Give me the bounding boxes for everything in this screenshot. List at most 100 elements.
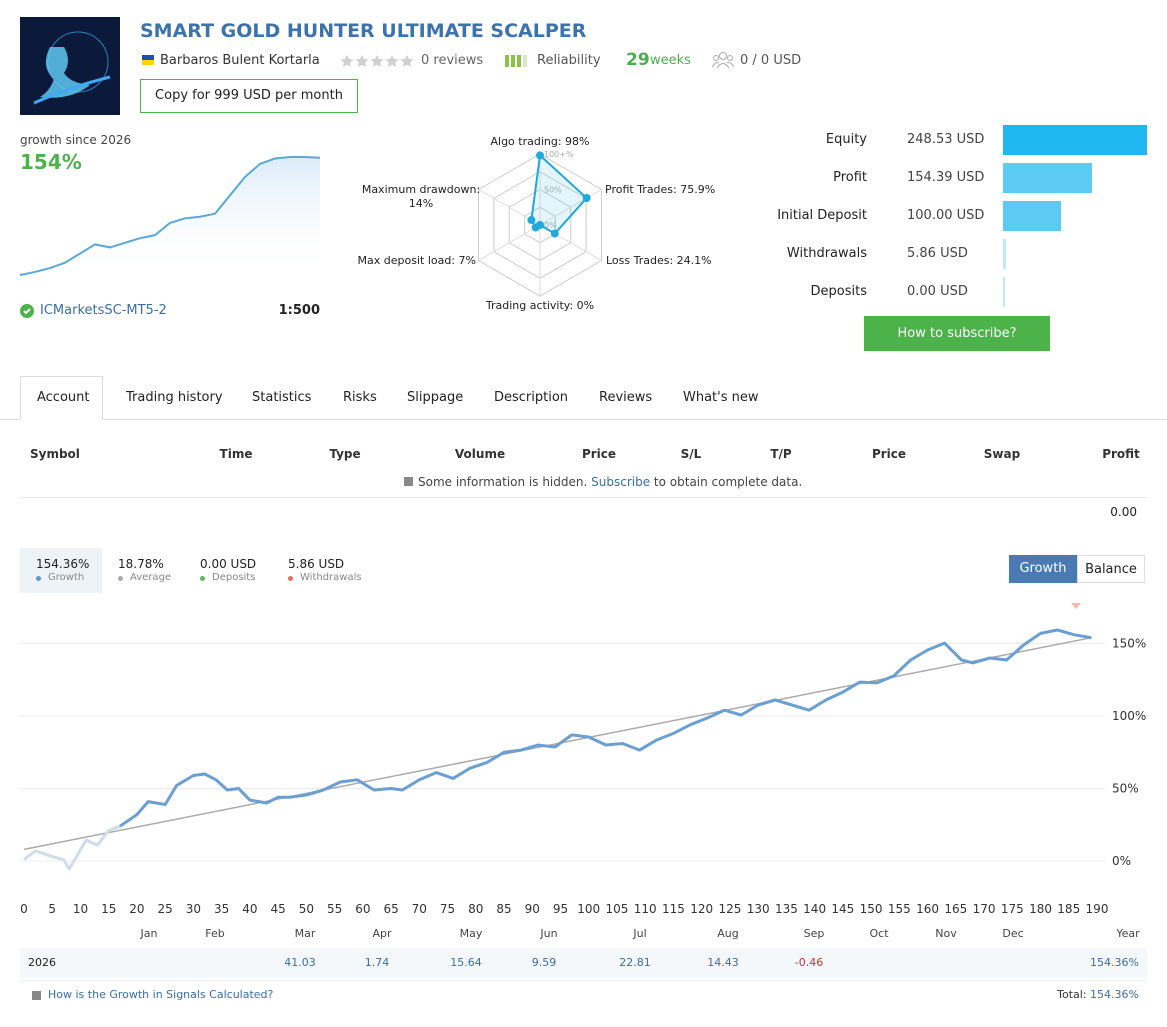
x-tick-label: 120 — [690, 902, 713, 916]
tab[interactable]: Risks — [343, 390, 377, 405]
stat-value: 5.86 USD — [288, 557, 345, 571]
month-header: Jun — [540, 927, 558, 940]
x-tick-label: 180 — [1029, 902, 1052, 916]
x-tick-label: 105 — [606, 902, 629, 916]
notice-link[interactable]: Subscribe — [591, 475, 651, 489]
x-tick-label: 50 — [299, 902, 314, 916]
subscribe-button[interactable]: How to subscribe? — [864, 316, 1050, 351]
radar-tick-label: 0% — [544, 221, 557, 230]
month-header: Dec — [1002, 927, 1024, 940]
month-header: Jul — [633, 927, 647, 940]
verified-icon — [20, 304, 34, 318]
x-tick-label: 155 — [888, 902, 911, 916]
balance-bar — [1003, 163, 1093, 193]
table-header: T/P — [770, 447, 792, 461]
month-value: 15.64 — [450, 956, 482, 969]
toggle-button[interactable]: Growth — [1009, 555, 1077, 583]
x-tick-label: 115 — [662, 902, 685, 916]
stat-dot — [288, 576, 293, 581]
total-label: Total: — [1057, 988, 1087, 1001]
month-value: -0.46 — [794, 956, 824, 969]
x-tick-label: 45 — [270, 902, 285, 916]
stat-dot — [200, 576, 205, 581]
leverage: 1:500 — [278, 303, 320, 318]
notice-text: Some information is hidden. — [418, 475, 588, 489]
radar-label: Loss Trades: 24.1% — [606, 254, 712, 267]
radar-point — [531, 223, 540, 232]
balance-bar — [1003, 277, 1005, 307]
toggle-button[interactable]: Balance — [1077, 555, 1145, 583]
balance-value: 154.39 USD — [907, 170, 985, 185]
tab[interactable]: Statistics — [252, 390, 312, 405]
radar-point — [550, 229, 559, 238]
footer-total: Total: 154.36% — [940, 988, 1139, 1001]
reliability-icon — [505, 55, 527, 67]
x-tick-label: 170 — [973, 902, 996, 916]
table-header: Profit — [1102, 447, 1140, 461]
x-tick-label: 70 — [412, 902, 427, 916]
tab[interactable]: Description — [494, 390, 569, 405]
tab[interactable]: Slippage — [407, 390, 464, 405]
sparkline — [20, 156, 320, 276]
radar-label: Profit Trades: 75.9% — [605, 183, 715, 196]
author[interactable]: Barbaros Bulent Kortarla — [160, 53, 320, 68]
table-header: Type — [329, 447, 361, 461]
tab[interactable]: What's new — [683, 390, 759, 405]
reviews[interactable]: 0 reviews — [421, 53, 484, 68]
x-tick-label: 190 — [1086, 902, 1109, 916]
x-tick-label: 35 — [214, 902, 229, 916]
reliability: Reliability — [537, 53, 601, 68]
growth-line — [23, 824, 121, 871]
balance-label: Equity — [825, 132, 867, 147]
x-tick-label: 110 — [634, 902, 657, 916]
x-tick-label: 80 — [468, 902, 483, 916]
balance-label: Profit — [833, 170, 867, 185]
table-header: Price — [871, 447, 907, 461]
footer-link[interactable]: How is the Growth in Signals Calculated? — [48, 988, 274, 1001]
month-header: Oct — [869, 927, 889, 940]
tab-active-box — [20, 376, 103, 420]
radar-tick-label: 50% — [544, 186, 562, 195]
total-value: 154.36% — [1090, 988, 1139, 1001]
stat-dot — [36, 576, 41, 581]
table-header: Price — [581, 447, 617, 461]
balance-bar — [1003, 125, 1147, 155]
stat-value: 18.78% — [118, 557, 164, 571]
subscribers-icon — [712, 52, 734, 69]
tab[interactable]: Trading history — [126, 390, 223, 405]
radar-label-line: Maximum drawdown: — [362, 183, 480, 196]
balance-bar — [1003, 201, 1061, 231]
month-header: Nov — [935, 927, 957, 940]
tab[interactable]: Reviews — [599, 390, 653, 405]
logo — [20, 17, 120, 115]
x-tick-label: 130 — [747, 902, 770, 916]
table-header: Swap — [983, 447, 1021, 461]
table-total: 0.00 — [1110, 505, 1137, 519]
sparkline-area — [20, 157, 320, 276]
tab[interactable]: Account — [37, 390, 90, 405]
month-header: May — [459, 927, 483, 940]
balance-bar — [1003, 239, 1007, 269]
month-value: 14.43 — [707, 956, 739, 969]
stat-dot — [118, 576, 123, 581]
sparkline-line — [20, 156, 320, 276]
x-tick-label: 15 — [101, 902, 116, 916]
radar-chart: 100+% 50% 0% Algo trading: 98% Profit Trades… — [358, 135, 716, 312]
growth-chart: 0% 50% 100% 150% 0 5 10 15 20 25 30 35 40 45 50 55 60 65 7… — [20, 603, 1146, 916]
y-tick-label: 50% — [1112, 782, 1139, 796]
copy-button[interactable]: Copy for 999 USD per month — [140, 79, 358, 113]
x-tick-label: 160 — [916, 902, 939, 916]
subscribers: 0 / 0 USD — [740, 53, 802, 68]
balance-value: 100.00 USD — [907, 208, 985, 223]
broker[interactable]: ICMarketsSC-MT5-2 — [40, 303, 167, 318]
x-tick-label: 185 — [1057, 902, 1080, 916]
month-value: 41.03 — [284, 956, 316, 969]
growth-value: 154% — [20, 150, 82, 174]
stars — [340, 55, 414, 67]
radar-point — [582, 194, 591, 203]
x-tick-label: 145 — [831, 902, 854, 916]
x-tick-label: 75 — [440, 902, 455, 916]
month-header: Sep — [803, 927, 825, 940]
weeks-unit: weeks — [650, 53, 691, 68]
help-icon — [32, 991, 41, 1000]
